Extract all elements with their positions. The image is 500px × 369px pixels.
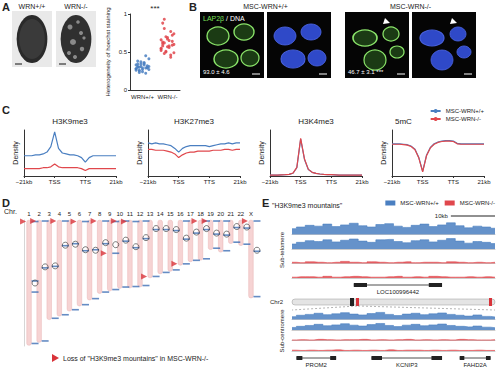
svg-text:Loss of "H3K9me3 mountains" in: Loss of "H3K9me3 mountains" in MSC-WRN-/… <box>63 355 209 362</box>
svg-text:0.5: 0.5 <box>119 49 128 55</box>
svg-text:TTS: TTS <box>326 179 337 185</box>
svg-text:Density: Density <box>258 141 266 165</box>
svg-text:WRN-/-: WRN-/- <box>158 94 178 100</box>
svg-text:MSC-WRN-/-: MSC-WRN-/- <box>460 200 495 206</box>
svg-text:14: 14 <box>157 211 164 217</box>
svg-text:21kb: 21kb <box>477 179 491 185</box>
svg-text:15: 15 <box>167 211 174 217</box>
svg-text:4: 4 <box>58 211 62 217</box>
svg-text:21kb: 21kb <box>233 179 247 185</box>
svg-text:−21kb: −21kb <box>262 179 279 185</box>
svg-text:8: 8 <box>98 211 102 217</box>
svg-text:7: 7 <box>88 211 92 217</box>
svg-text:1: 1 <box>27 211 31 217</box>
svg-text:19: 19 <box>207 211 214 217</box>
svg-text:H3K27me3: H3K27me3 <box>174 117 215 126</box>
svg-text:9: 9 <box>108 211 112 217</box>
svg-text:LAP2β: LAP2β <box>203 15 224 23</box>
svg-text:−21kb: −21kb <box>140 179 157 185</box>
svg-text:C: C <box>2 104 10 116</box>
svg-text:22: 22 <box>238 211 245 217</box>
svg-text:TSS: TSS <box>295 179 307 185</box>
svg-text:TSS: TSS <box>49 179 61 185</box>
svg-text:10: 10 <box>116 211 123 217</box>
svg-text:X: X <box>249 211 253 217</box>
svg-text:MSC-WRN-/-: MSC-WRN-/- <box>446 116 481 122</box>
svg-text:MSC-WRN+/+: MSC-WRN+/+ <box>400 200 439 206</box>
svg-text:D: D <box>2 197 10 209</box>
svg-text:KCNIP3: KCNIP3 <box>396 362 418 368</box>
svg-text:6: 6 <box>78 211 82 217</box>
svg-text:MSC-WRN+/+: MSC-WRN+/+ <box>446 108 485 114</box>
svg-text:LOC100996442: LOC100996442 <box>377 289 420 295</box>
svg-text:3: 3 <box>48 211 52 217</box>
svg-text:/ DNA: / DNA <box>226 15 245 22</box>
svg-text:−21kb: −21kb <box>16 179 33 185</box>
svg-text:1: 1 <box>124 11 128 17</box>
svg-text:Density: Density <box>136 141 144 165</box>
svg-text:WRN-/-: WRN-/- <box>64 3 88 10</box>
svg-text:Sub-telomere: Sub-telomere <box>279 231 285 268</box>
svg-text:−21kb: −21kb <box>384 179 401 185</box>
svg-text:11: 11 <box>127 211 134 217</box>
svg-text:93.0 ± 4.6: 93.0 ± 4.6 <box>203 69 230 75</box>
svg-text:5: 5 <box>68 211 72 217</box>
svg-text:Heterogeneity of hoechst stain: Heterogeneity of hoechst staining <box>105 7 111 96</box>
svg-text:2: 2 <box>37 211 41 217</box>
svg-text:TSS: TSS <box>417 179 429 185</box>
svg-text:WRN+/+: WRN+/+ <box>19 3 46 10</box>
svg-text:TTS: TTS <box>448 179 459 185</box>
svg-text:H3K9me3: H3K9me3 <box>52 117 88 126</box>
svg-text:12: 12 <box>137 211 144 217</box>
svg-text:MSC-WRN-/-: MSC-WRN-/- <box>390 3 432 10</box>
svg-text:21: 21 <box>227 211 234 217</box>
svg-text:Sub-centromere: Sub-centromere <box>279 309 285 353</box>
svg-text:46.7 ± 3.1 ***: 46.7 ± 3.1 *** <box>348 69 384 75</box>
svg-text:Density: Density <box>12 141 20 165</box>
svg-text:13: 13 <box>147 211 154 217</box>
svg-text:0: 0 <box>124 87 128 93</box>
svg-text:FAHD2A: FAHD2A <box>463 362 486 368</box>
svg-text:A: A <box>2 1 10 13</box>
svg-text:Density: Density <box>380 141 388 165</box>
svg-text:21kb: 21kb <box>109 179 123 185</box>
svg-text:"H3K9me3 mountains": "H3K9me3 mountains" <box>272 202 343 209</box>
svg-text:TTS: TTS <box>204 179 215 185</box>
svg-text:20: 20 <box>217 211 224 217</box>
svg-text:TSS: TSS <box>173 179 185 185</box>
svg-text:5mC: 5mC <box>395 117 412 126</box>
svg-text:18: 18 <box>197 211 204 217</box>
svg-text:TTS: TTS <box>80 179 91 185</box>
svg-text:E: E <box>262 197 269 209</box>
svg-text:17: 17 <box>187 211 194 217</box>
svg-text:10kb: 10kb <box>435 213 449 219</box>
svg-text:PROM2: PROM2 <box>306 362 328 368</box>
svg-text:Chr2: Chr2 <box>270 299 284 305</box>
svg-text:***: *** <box>150 4 159 13</box>
svg-text:H3K4me3: H3K4me3 <box>298 117 334 126</box>
svg-text:MSC-WRN+/+: MSC-WRN+/+ <box>243 3 288 10</box>
svg-text:Chr.: Chr. <box>4 208 17 215</box>
svg-text:WRN+/+: WRN+/+ <box>131 94 155 100</box>
svg-text:21kb: 21kb <box>355 179 369 185</box>
svg-text:B: B <box>189 1 197 13</box>
svg-text:16: 16 <box>177 211 184 217</box>
